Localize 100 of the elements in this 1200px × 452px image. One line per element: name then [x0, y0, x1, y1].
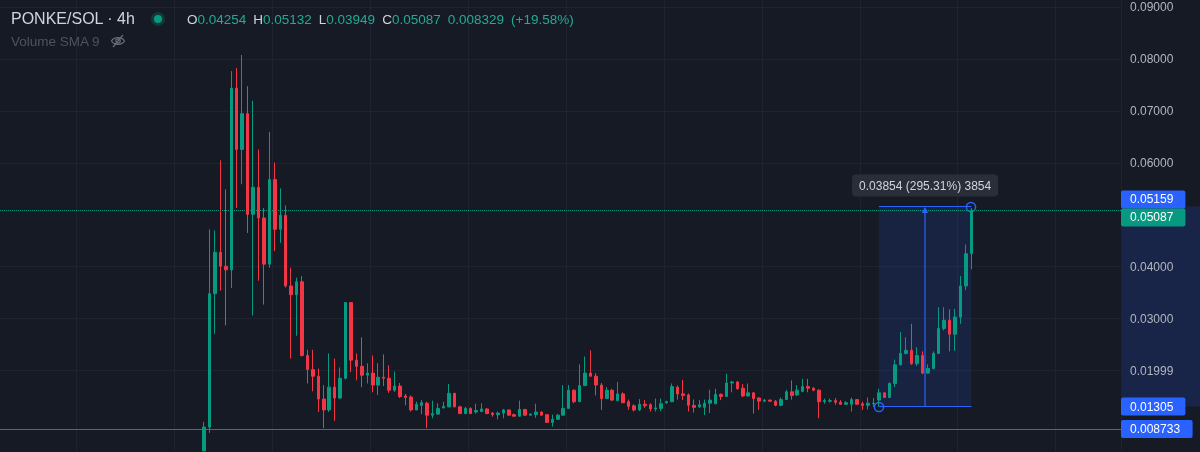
candlestick [616, 381, 619, 402]
candlestick [273, 161, 277, 252]
candlestick [768, 399, 772, 403]
candlestick [888, 381, 891, 399]
candlestick [774, 399, 777, 407]
candlestick [855, 398, 859, 406]
candlestick [850, 397, 853, 413]
candlestick [790, 379, 794, 401]
text: 0.05159 [1130, 192, 1174, 207]
candlestick [779, 397, 783, 407]
candlestick [795, 384, 799, 397]
candlestick [442, 401, 445, 409]
candlestick [926, 363, 930, 375]
ref-line-label: 0.008733 [1130, 422, 1181, 436]
candlestick [872, 397, 875, 408]
candlestick [333, 358, 336, 422]
candlestick [404, 393, 407, 406]
y-tick-label: 0.03000 [1130, 311, 1174, 326]
candlestick [262, 207, 266, 306]
candlestick [921, 350, 924, 375]
y-tick-label: 0.06000 [1130, 155, 1174, 170]
candlestick [915, 346, 919, 367]
y-tick-label: 0.01999 [1130, 363, 1174, 378]
candlestick [502, 408, 505, 419]
candlestick [877, 388, 881, 408]
ref-line-label: 0.05087 [1130, 210, 1174, 225]
candlestick [948, 308, 951, 352]
candlestick [311, 349, 315, 392]
candlestick [431, 400, 434, 419]
band-label: 0.03854 (295.31%) 3854 [859, 178, 992, 193]
candlestick [632, 403, 636, 413]
candlestick [904, 336, 908, 355]
candlestick [844, 400, 848, 406]
candlestick [382, 353, 385, 387]
candlestick [828, 398, 832, 404]
y-tick-label: 0.08000 [1130, 52, 1174, 67]
candlestick [861, 401, 864, 411]
candlestick [453, 392, 456, 408]
candlestick [366, 362, 369, 384]
candlestick [425, 401, 429, 429]
candlestick [692, 399, 696, 414]
candlestick [464, 406, 467, 415]
candlestick [866, 397, 870, 410]
candlestick [719, 392, 723, 401]
candlestick [540, 411, 543, 417]
candlestick [349, 302, 353, 373]
candlestick [600, 382, 603, 411]
candlestick [485, 407, 489, 415]
candlestick [338, 366, 342, 400]
candlestick [937, 306, 940, 355]
candlestick [344, 302, 347, 380]
candlestick [899, 331, 902, 366]
candlestick [420, 399, 423, 415]
candlestick [839, 399, 842, 406]
candlestick [687, 392, 690, 413]
candlestick [665, 400, 668, 405]
candlestick [610, 388, 614, 402]
candlestick [578, 363, 581, 403]
candlestick [447, 383, 451, 408]
candlestick [398, 382, 402, 399]
candlestick [202, 421, 206, 452]
candlestick [534, 403, 538, 419]
candlestick [942, 306, 946, 332]
candlestick [801, 378, 804, 393]
candlestick [213, 229, 217, 335]
y-tick-label: 0.09000 [1130, 0, 1174, 15]
candlestick [327, 352, 331, 413]
candlestick [208, 228, 211, 434]
text: PONKE/SOL · 4h [11, 10, 135, 28]
candlestick [409, 394, 413, 413]
candlestick [355, 352, 358, 381]
candlestick [703, 399, 706, 416]
candlestick [659, 398, 663, 412]
candlestick [627, 399, 630, 411]
y-tick-label: 0.04000 [1130, 259, 1174, 274]
candlestick [469, 406, 472, 415]
candlestick [638, 398, 641, 412]
candlestick [670, 383, 674, 403]
candlestick [295, 277, 298, 337]
candlestick [289, 267, 293, 360]
candlestick [219, 159, 222, 292]
candlestick [523, 408, 527, 417]
candlestick [360, 336, 364, 388]
candlestick [300, 275, 304, 358]
candlestick [306, 349, 309, 384]
text: O0.04254 H0.05132 L0.03949 C0.05087 0.008329 (+19.58%) [186, 11, 574, 27]
candlestick [932, 350, 935, 370]
candlestick [583, 356, 587, 387]
candlestick [910, 323, 913, 366]
candlestick [730, 380, 734, 393]
candlestick [458, 405, 462, 415]
candlestick [246, 85, 249, 234]
candlestick [387, 364, 391, 394]
candlestick [817, 388, 821, 419]
candlestick [643, 399, 647, 409]
candlestick [763, 398, 766, 403]
candlestick [589, 349, 592, 378]
candlestick [649, 402, 652, 413]
candlestick [545, 413, 549, 424]
candlestick [491, 411, 494, 418]
